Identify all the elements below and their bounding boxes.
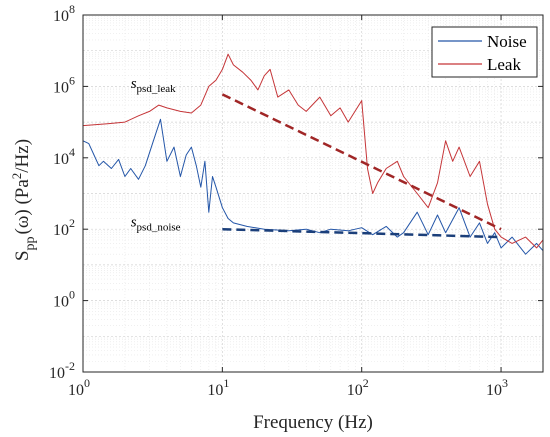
x-tick-exp: 2 bbox=[363, 376, 369, 390]
x-tick-base: 10 bbox=[207, 382, 223, 399]
x-tick-label: 102 bbox=[347, 376, 369, 399]
y-tick-label: 106 bbox=[53, 73, 75, 96]
annotation-psd-leak: spsd_leak bbox=[131, 76, 176, 95]
annotation-psd-noise: spsd_noise bbox=[131, 214, 181, 233]
annotation-main: s bbox=[131, 214, 137, 230]
y-tick-exp: 6 bbox=[69, 73, 75, 87]
legend-noise-label: Noise bbox=[487, 32, 527, 51]
y-axis-label-sub: pp bbox=[23, 236, 38, 250]
y-tick-label: 108 bbox=[53, 2, 75, 25]
axis-ticks bbox=[82, 14, 543, 373]
y-tick-base: 10 bbox=[53, 8, 69, 25]
y-tick-exp: 4 bbox=[69, 145, 75, 159]
plot-lines bbox=[82, 53, 544, 255]
x-tick-base: 10 bbox=[347, 382, 363, 399]
y-tick-base: 10 bbox=[53, 79, 69, 96]
minor-grid bbox=[83, 15, 543, 372]
y-tick-label: 100 bbox=[53, 288, 75, 311]
y-tick-base: 10 bbox=[53, 294, 69, 311]
y-tick-exp: 8 bbox=[69, 2, 75, 16]
y-tick-exp: 2 bbox=[69, 216, 75, 230]
y-axis-label-rest: (ω) (Pa bbox=[12, 179, 33, 235]
y-axis-label: Spp(ω) (Pa2/Hz) bbox=[9, 139, 38, 261]
legend: Noise Leak bbox=[431, 26, 538, 78]
x-axis-label: Frequency (Hz) bbox=[253, 412, 373, 433]
trend-lines bbox=[221, 93, 502, 239]
y-tick-label: 104 bbox=[53, 145, 75, 168]
y-axis-label-sup: 2 bbox=[9, 173, 24, 180]
trend-line-leak bbox=[221, 93, 502, 231]
x-tick-label: 101 bbox=[207, 376, 229, 399]
y-axis-label-tail: /Hz) bbox=[12, 139, 33, 173]
y-tick-exp: 0 bbox=[69, 288, 75, 302]
x-tick-labels: 100 101 102 103 bbox=[68, 376, 508, 399]
legend-leak-label: Leak bbox=[487, 55, 521, 74]
series-line-leak bbox=[82, 53, 544, 249]
x-tick-exp: 1 bbox=[223, 376, 229, 390]
y-tick-base: 10 bbox=[53, 151, 69, 168]
x-tick-label: 103 bbox=[486, 376, 508, 399]
trend-line-noise bbox=[222, 227, 502, 239]
x-tick-base: 10 bbox=[68, 382, 84, 399]
x-tick-base: 10 bbox=[486, 382, 502, 399]
y-axis-label-main: S bbox=[12, 250, 33, 261]
legend-box bbox=[431, 26, 538, 78]
annotation-sub: psd_leak bbox=[137, 83, 177, 95]
y-tick-label: 10-2 bbox=[49, 359, 75, 382]
plot-frame bbox=[82, 14, 544, 373]
annotation-sub: psd_noise bbox=[137, 221, 181, 233]
x-tick-exp: 0 bbox=[84, 376, 90, 390]
x-tick-label: 100 bbox=[68, 376, 90, 399]
y-tick-base: 10 bbox=[49, 365, 65, 382]
y-tick-base: 10 bbox=[53, 222, 69, 239]
y-tick-exp: -2 bbox=[65, 359, 75, 373]
y-tick-label: 102 bbox=[53, 216, 75, 239]
annotation-main: s bbox=[131, 76, 137, 92]
series-line-noise bbox=[82, 118, 544, 255]
x-tick-exp: 3 bbox=[502, 376, 508, 390]
